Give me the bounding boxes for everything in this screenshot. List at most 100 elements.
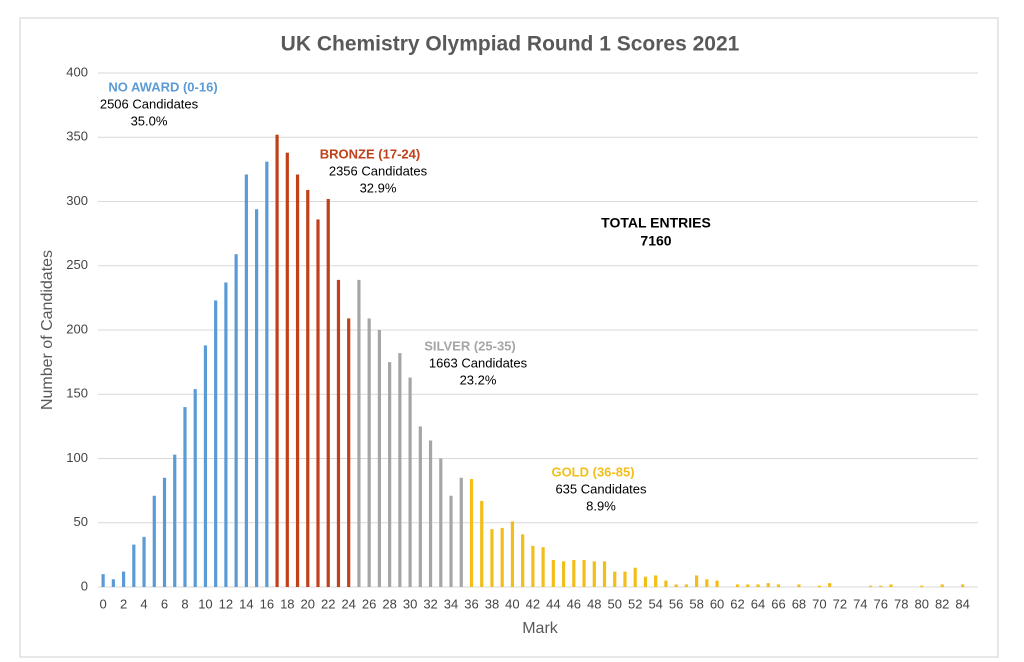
x-tick-label: 26 xyxy=(362,596,376,611)
bar xyxy=(766,583,770,587)
bar xyxy=(398,353,402,587)
x-tick-label: 52 xyxy=(628,596,642,611)
y-tick-label: 350 xyxy=(66,129,88,144)
y-tick-label: 200 xyxy=(66,321,88,336)
bar xyxy=(439,458,443,587)
bar xyxy=(142,536,146,587)
x-tick-label: 54 xyxy=(648,596,662,611)
bar xyxy=(203,345,208,587)
bar xyxy=(377,330,381,587)
x-tick-label: 38 xyxy=(485,596,499,611)
x-tick-label: 72 xyxy=(833,596,847,611)
x-tick-label: 4 xyxy=(140,596,147,611)
bar xyxy=(132,544,136,587)
bar xyxy=(418,426,422,587)
bar xyxy=(295,174,300,587)
bar xyxy=(879,585,883,587)
bar xyxy=(193,389,197,587)
x-tick-label: 8 xyxy=(181,596,188,611)
bar xyxy=(306,189,310,587)
x-tick-label: 16 xyxy=(260,596,274,611)
x-tick-label: 84 xyxy=(955,596,969,611)
x-tick-label: 58 xyxy=(689,596,703,611)
bar xyxy=(428,440,433,587)
y-tick-label: 300 xyxy=(66,193,88,208)
bar xyxy=(674,584,678,587)
annotation-title: GOLD (36-85) xyxy=(551,464,634,479)
chart-frame xyxy=(19,17,999,658)
bar xyxy=(234,254,238,587)
x-tick-label: 74 xyxy=(853,596,867,611)
x-tick-label: 68 xyxy=(792,596,806,611)
bar xyxy=(664,580,668,587)
bar xyxy=(868,585,873,587)
x-tick-label: 12 xyxy=(219,596,233,611)
x-tick-label: 44 xyxy=(546,596,560,611)
bar xyxy=(449,495,453,587)
annotation-percent: 8.9% xyxy=(586,498,616,513)
bar xyxy=(388,362,392,587)
bar xyxy=(275,134,279,587)
bar xyxy=(265,161,269,588)
bar xyxy=(316,219,320,588)
bar xyxy=(582,560,586,587)
x-tick-label: 36 xyxy=(464,596,478,611)
bar xyxy=(695,575,699,587)
bar xyxy=(152,495,156,587)
bar xyxy=(940,584,944,587)
bar xyxy=(121,571,126,587)
x-tick-label: 42 xyxy=(526,596,540,611)
x-tick-label: 80 xyxy=(914,596,928,611)
bar xyxy=(173,454,177,587)
x-tick-label: 14 xyxy=(239,596,253,611)
bar xyxy=(357,279,361,587)
x-tick-label: 18 xyxy=(280,596,294,611)
x-tick-label: 24 xyxy=(341,596,355,611)
y-tick-label: 150 xyxy=(66,386,88,401)
x-tick-label: 40 xyxy=(505,596,519,611)
x-tick-label: 78 xyxy=(894,596,908,611)
y-tick-label: 0 xyxy=(81,578,88,593)
x-axis-title: Mark xyxy=(522,620,559,637)
annotation-count: 2356 Candidates xyxy=(329,163,428,178)
x-tick-label: 50 xyxy=(608,596,622,611)
bar xyxy=(756,584,760,587)
bar xyxy=(214,300,218,587)
bar xyxy=(561,561,566,587)
bar xyxy=(961,584,965,587)
bar xyxy=(480,500,484,587)
bar xyxy=(705,579,709,587)
annotation-percent: 32.9% xyxy=(360,180,397,195)
bar xyxy=(817,585,821,587)
bar xyxy=(500,527,504,587)
bar xyxy=(602,561,607,587)
x-tick-label: 46 xyxy=(567,596,581,611)
bar xyxy=(541,547,545,587)
bar xyxy=(510,521,515,587)
bar xyxy=(613,571,617,587)
bar xyxy=(224,282,228,587)
y-axis-title: Number of Candidates xyxy=(39,250,56,410)
bar xyxy=(531,545,535,587)
x-tick-label: 28 xyxy=(382,596,396,611)
x-tick-label: 32 xyxy=(423,596,437,611)
x-tick-label: 20 xyxy=(301,596,315,611)
bar xyxy=(408,377,412,587)
bar xyxy=(101,574,105,587)
bar xyxy=(643,576,648,587)
bar xyxy=(183,407,187,587)
bar xyxy=(623,571,627,587)
bar xyxy=(715,580,719,587)
annotation-percent: 23.2% xyxy=(460,372,497,387)
x-tick-label: 48 xyxy=(587,596,601,611)
bar xyxy=(255,209,259,587)
x-tick-label: 60 xyxy=(710,596,724,611)
y-tick-label: 50 xyxy=(74,514,88,529)
bar xyxy=(459,477,463,587)
annotation-title: SILVER (25-35) xyxy=(424,338,516,353)
x-tick-label: 56 xyxy=(669,596,683,611)
x-tick-label: 62 xyxy=(730,596,744,611)
bar xyxy=(367,318,371,587)
